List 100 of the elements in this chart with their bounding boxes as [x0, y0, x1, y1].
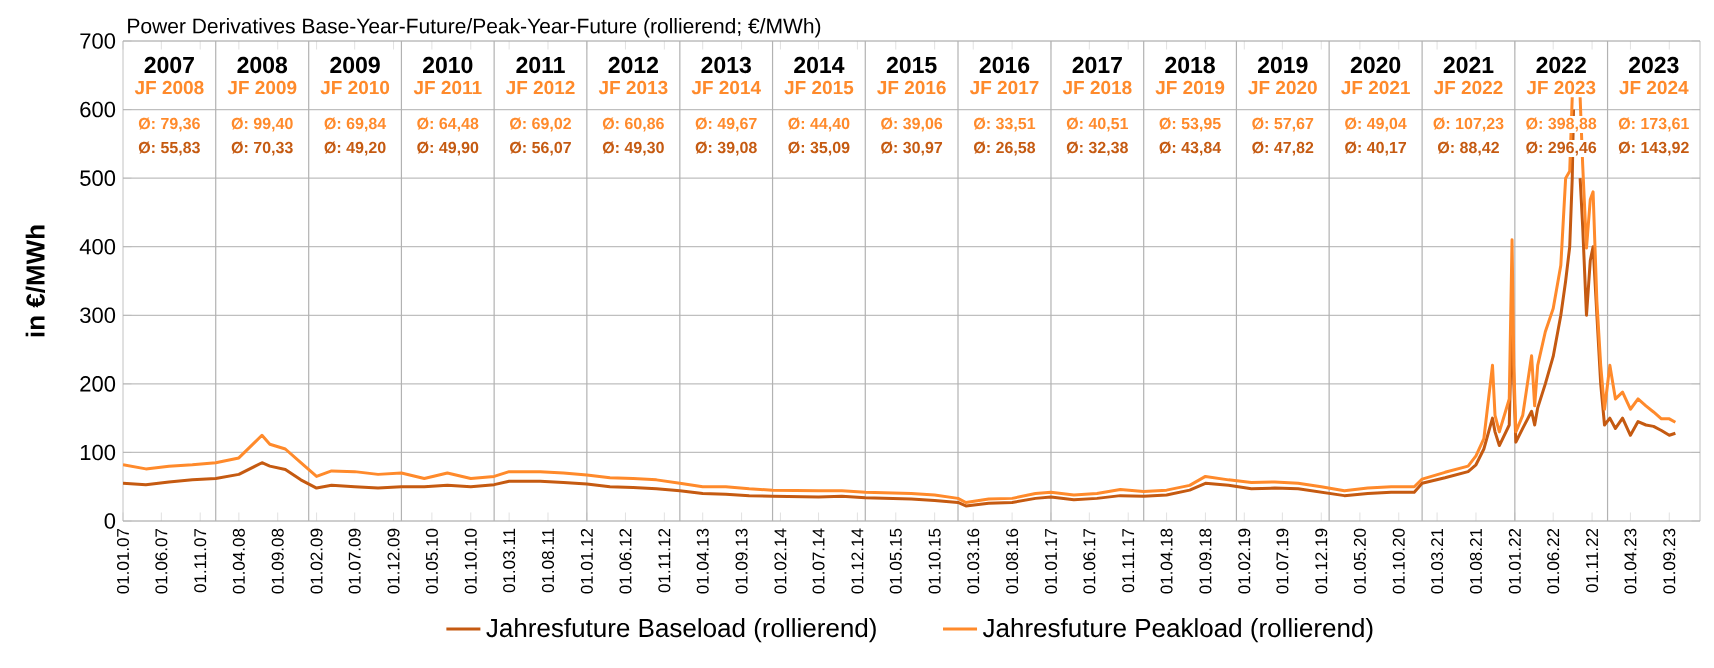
- annotation: JF 2010: [320, 80, 390, 95]
- annotation: Ø: 173,61: [1618, 117, 1689, 132]
- y-tick-label: 0: [104, 513, 116, 529]
- annotation: Ø: 69,84: [324, 117, 387, 132]
- annotation: 2011: [516, 56, 565, 74]
- annotation: Ø: 64,48: [417, 117, 479, 132]
- annotation: JF 2014: [691, 80, 761, 95]
- annotation: Ø: 40,51: [1066, 117, 1129, 132]
- annotation: JF 2020: [1248, 80, 1317, 95]
- annotation: Ø: 296,46: [1526, 141, 1597, 156]
- annotation: JF 2008: [134, 80, 204, 95]
- annotation: 2019: [1258, 56, 1308, 74]
- x-tick-label: 01.06.12: [619, 528, 632, 594]
- legend-label: Jahresfuture Baseload (rollierend): [486, 618, 876, 643]
- x-tick-label: 01.01.17: [1044, 528, 1057, 594]
- x-tick-label: 01.05.20: [1353, 528, 1366, 594]
- x-tick-label: 01.08.16: [1006, 528, 1019, 594]
- annotation: Ø: 107,23: [1433, 117, 1504, 132]
- annotation: 2022: [1536, 56, 1586, 74]
- x-tick-label: 01.09.08: [271, 528, 284, 594]
- x-tick-label: 01.04.23: [1624, 528, 1637, 594]
- x-tick-label: 01.09.18: [1199, 528, 1212, 594]
- x-tick-label: 01.02.19: [1238, 528, 1251, 594]
- x-tick-label: 01.11.12: [658, 528, 671, 593]
- annotation: 2008: [237, 56, 288, 74]
- annotation: Ø: 32,38: [1066, 141, 1128, 156]
- legend-label: Jahresfuture Peakload (rollierend): [982, 618, 1373, 643]
- annotation: JF 2016: [877, 80, 946, 95]
- x-tick-label: 01.11.17: [1122, 528, 1135, 593]
- x-tick-label: 01.06.07: [155, 528, 168, 594]
- y-tick-label: 200: [80, 376, 116, 392]
- annotation: Ø: 44,40: [788, 117, 850, 132]
- x-tick-label: 01.10.15: [928, 528, 941, 594]
- x-tick-label: 01.04.08: [232, 528, 245, 594]
- x-tick-label: 01.02.14: [774, 528, 787, 594]
- annotation: Ø: 49,90: [417, 141, 479, 156]
- x-tick-label: 01.04.13: [696, 528, 709, 594]
- annotation: Ø: 56,07: [510, 141, 571, 156]
- annotation: Ø: 49,04: [1345, 117, 1407, 132]
- annotation: 2018: [1165, 56, 1215, 74]
- x-tick-label: 01.06.22: [1547, 528, 1560, 594]
- x-tick-label: 01.03.21: [1431, 528, 1444, 594]
- annotation: 2009: [330, 56, 380, 74]
- annotation: 2013: [701, 56, 751, 74]
- x-tick-label: 01.01.07: [116, 528, 130, 594]
- annotation: Ø: 26,58: [974, 141, 1036, 156]
- x-tick-label: 01.07.09: [348, 528, 361, 594]
- annotation: Ø: 79,36: [138, 117, 200, 132]
- annotation: JF 2024: [1619, 80, 1689, 95]
- annotation: JF 2019: [1155, 80, 1225, 95]
- x-tick-label: 01.12.09: [387, 528, 400, 594]
- annotation: JF 2021: [1341, 80, 1410, 95]
- annotation: Ø: 70,33: [231, 141, 293, 156]
- annotation: Ø: 49,30: [602, 141, 664, 156]
- annotation: JF 2015: [784, 80, 854, 95]
- annotation: Ø: 33,51: [974, 117, 1036, 132]
- annotation: 2015: [886, 56, 937, 74]
- annotation: Ø: 39,06: [881, 117, 943, 132]
- y-tick-label: 600: [80, 101, 116, 118]
- annotation: Ø: 60,86: [602, 117, 664, 132]
- x-tick-label: 01.09.13: [735, 528, 748, 594]
- y-tick-label: 700: [80, 33, 116, 49]
- y-axis-title: in €/MWh: [25, 225, 46, 337]
- annotation: Ø: 30,97: [881, 141, 943, 156]
- y-tick-label: 100: [80, 444, 116, 461]
- annotation: Ø: 43,84: [1159, 141, 1222, 156]
- chart-title: Power Derivatives Base-Year-Future/Peak-Year-Future (rollierend; €/MWh): [128, 18, 821, 38]
- annotation: Ø: 40,17: [1345, 141, 1407, 156]
- annotation: Ø: 143,92: [1618, 141, 1689, 156]
- annotation: JF 2023: [1526, 80, 1596, 95]
- annotation: Ø: 57,67: [1252, 117, 1314, 132]
- annotation: 2010: [423, 56, 473, 74]
- x-tick-label: 01.07.14: [812, 528, 825, 594]
- annotation: 2012: [608, 56, 659, 74]
- annotation: Ø: 69,02: [510, 117, 571, 132]
- annotation: Ø: 55,83: [138, 141, 200, 156]
- annotation: JF 2011: [413, 80, 482, 95]
- y-tick-label: 300: [80, 307, 116, 324]
- annotation: JF 2018: [1062, 80, 1132, 95]
- annotation: Ø: 49,20: [324, 141, 386, 156]
- annotation: JF 2009: [227, 80, 297, 95]
- annotation: 2017: [1072, 56, 1122, 74]
- x-tick-label: 01.12.19: [1315, 528, 1328, 594]
- x-tick-label: 01.11.22: [1586, 528, 1599, 593]
- x-tick-label: 01.10.20: [1392, 528, 1405, 594]
- annotation: Ø: 49,67: [695, 117, 757, 132]
- annotation: 2007: [144, 56, 194, 74]
- x-tick-label: 01.08.11: [541, 528, 554, 593]
- y-tick-label: 500: [80, 170, 116, 186]
- annotation: 2021: [1443, 56, 1494, 74]
- x-tick-label: 01.01.12: [580, 528, 593, 594]
- annotation: Ø: 88,42: [1438, 141, 1499, 156]
- x-tick-label: 01.09.23: [1663, 528, 1676, 594]
- x-tick-label: 01.03.16: [967, 528, 980, 594]
- x-tick-label: 01.11.07: [194, 528, 207, 593]
- x-tick-label: 01.12.14: [851, 528, 864, 594]
- annotation: JF 2017: [969, 80, 1039, 95]
- annotation: Ø: 47,82: [1252, 141, 1314, 156]
- annotation: JF 2013: [598, 80, 668, 95]
- x-tick-label: 01.07.19: [1276, 528, 1289, 594]
